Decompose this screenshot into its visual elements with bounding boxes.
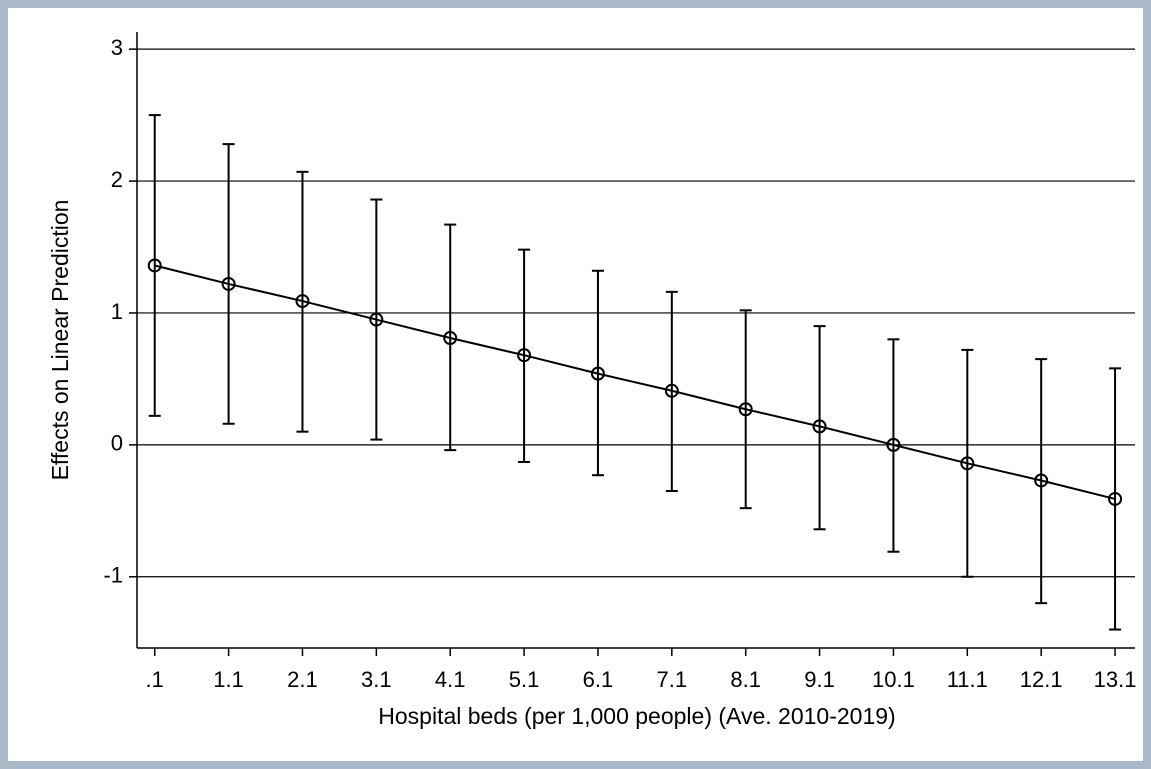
marker (1108, 491, 1123, 506)
x-tick-label: 3.1 (361, 667, 392, 692)
marker (1034, 473, 1049, 488)
y-tick-label: 3 (111, 35, 123, 60)
x-tick-label: 5.1 (509, 667, 540, 692)
y-axis-label: Effects on Linear Prediction (47, 200, 73, 481)
x-tick-label: 7.1 (657, 667, 688, 692)
y-tick-label: 0 (111, 431, 123, 456)
marker (812, 419, 827, 434)
graph-region (8, 8, 1143, 761)
marker (517, 348, 532, 363)
marker (590, 366, 605, 381)
marker (295, 294, 310, 309)
y-tick-label: -1 (103, 563, 123, 588)
marker (147, 258, 162, 273)
y-tick-label: 1 (111, 299, 123, 324)
x-tick-label: 1.1 (213, 667, 244, 692)
x-tick-label: 10.1 (872, 667, 915, 692)
marker (738, 402, 753, 417)
marker (664, 383, 679, 398)
x-tick-label: 8.1 (730, 667, 761, 692)
error-bar (813, 325, 826, 531)
x-tick-label: 9.1 (804, 667, 835, 692)
marker (443, 331, 458, 346)
marker (886, 437, 901, 452)
x-tick-label: 4.1 (435, 667, 466, 692)
marker (369, 312, 384, 327)
x-tick-label: 2.1 (287, 667, 318, 692)
x-tick-label: .1 (146, 667, 164, 692)
line (154, 264, 1116, 500)
y-tick-label: 2 (111, 167, 123, 192)
marker (221, 276, 236, 291)
x-tick-label: 11.1 (947, 667, 988, 692)
x-axis-label: Hospital beds (per 1,000 people) (Ave. 2… (378, 703, 895, 729)
x-tick-label: 13.1 (1094, 667, 1137, 692)
marker (960, 456, 975, 471)
x-tick-label: 12.1 (1020, 667, 1063, 692)
x-tick-label: 6.1 (583, 667, 614, 692)
